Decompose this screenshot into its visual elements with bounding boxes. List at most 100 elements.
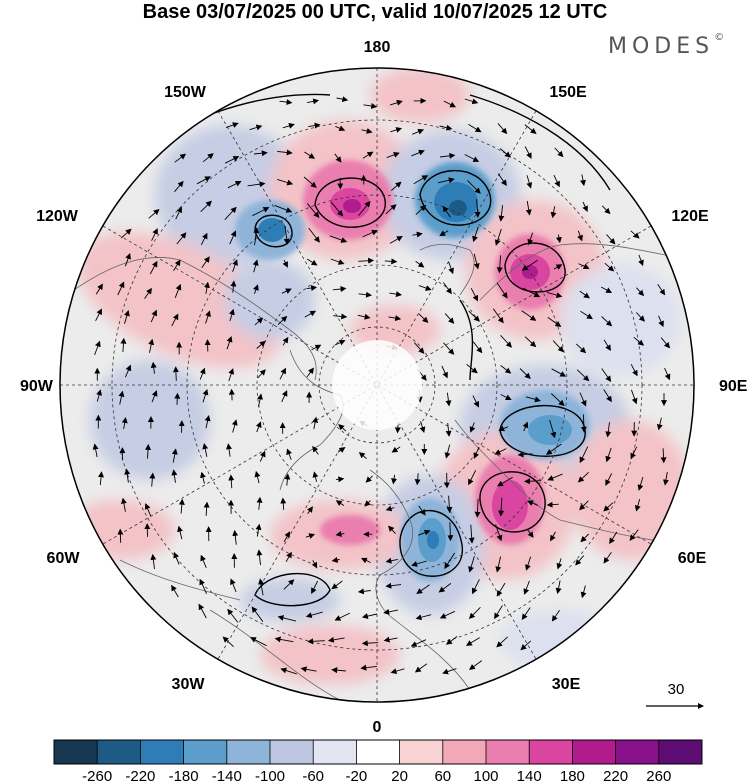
wind-arrow [497, 173, 507, 187]
map-title: Base 03/07/2025 00 UTC, valid 10/07/2025… [142, 1, 608, 23]
wind-arrow [335, 476, 345, 483]
wind-arrow [383, 608, 398, 615]
colorbar-tick-label: 20 [391, 768, 408, 783]
colorbar-tick-label: 100 [473, 768, 498, 783]
wind-arrow [443, 342, 455, 355]
wind-arrow [412, 128, 425, 135]
wind-arrow [577, 471, 589, 483]
colorbar-swatch [529, 740, 573, 764]
wind-arrow [230, 280, 237, 293]
wind-arrow [579, 392, 587, 407]
wind-arrow [201, 256, 210, 268]
wind-arrow [252, 207, 270, 217]
wind-arrow [151, 390, 158, 403]
wind-arrow [391, 181, 402, 191]
wind-arrow [253, 227, 260, 246]
wind-arrow [576, 369, 590, 382]
wind-arrow [630, 230, 640, 239]
wind-arrow [250, 637, 267, 647]
wind-arrow [414, 342, 425, 354]
wind-arrow [521, 259, 538, 271]
wind-arrow [630, 364, 638, 377]
wind-arrow [385, 505, 395, 512]
wind-arrow [391, 474, 398, 485]
wind-arrow [256, 340, 266, 349]
colorbar-swatch [442, 740, 487, 764]
wind-arrow [304, 151, 316, 159]
wind-arrow [334, 339, 346, 346]
wind-arrow [357, 588, 371, 595]
wind-arrow [415, 204, 427, 216]
wind-arrow [445, 392, 452, 407]
wind-arrow [498, 497, 505, 517]
wind-arrow [358, 452, 367, 459]
map-boundary [59, 67, 695, 703]
colorbar-swatch [183, 740, 228, 764]
colorbar-tick-label: -260 [82, 768, 112, 783]
modes-logo: MODES© [608, 32, 724, 59]
wind-arrow [231, 419, 238, 433]
wind-arrow [360, 664, 377, 671]
wind-arrow [580, 533, 590, 543]
wind-arrow [358, 257, 375, 264]
wind-arrow [442, 668, 457, 675]
wind-arrow [609, 531, 618, 545]
wind-arrow [224, 156, 240, 164]
colorbar-tick-label: 140 [517, 768, 542, 783]
wind-arrow [254, 317, 264, 326]
wind-arrow [199, 367, 206, 380]
wind-arrow [468, 470, 477, 486]
wind-arrow [358, 200, 371, 216]
wind-arrow [230, 578, 237, 593]
wind-arrow [636, 312, 645, 322]
wind-arrow [124, 468, 131, 483]
wind-arrow [150, 309, 158, 323]
wind-vectors [92, 96, 671, 675]
wind-arrow [443, 282, 452, 295]
wind-arrow [200, 232, 208, 246]
wind-arrow [327, 636, 345, 643]
wind-arrow [226, 336, 233, 350]
wind-arrow [283, 226, 290, 245]
colorbar-swatch [572, 740, 616, 764]
wind-arrow [204, 415, 211, 429]
wind-arrow [633, 336, 645, 346]
wind-arrow [546, 501, 559, 508]
wind-arrow [472, 226, 479, 243]
wind-arrow [472, 341, 483, 354]
wind-arrow [200, 200, 212, 213]
lon-label-30e: 30E [552, 676, 581, 693]
wind-arrow [364, 500, 371, 507]
wind-arrow [468, 524, 475, 544]
wind-arrow [579, 500, 589, 511]
wind-arrow [603, 389, 612, 403]
colorbar-swatch [486, 740, 530, 764]
wind-arrow [174, 283, 182, 298]
wind-arrow [305, 611, 323, 619]
wind-arrow [118, 390, 125, 405]
wind-arrow [282, 336, 289, 346]
wind-arrow [579, 290, 590, 299]
wind-arrow [495, 556, 502, 573]
wind-arrow [259, 450, 266, 462]
wind-arrow [636, 287, 645, 297]
colorbar-swatch [399, 740, 444, 764]
wind-arrow [473, 253, 480, 270]
wind-arrow [175, 206, 182, 220]
wind-arrow [555, 234, 562, 244]
reference-vector-label: 30 [668, 681, 685, 698]
wind-arrow [391, 446, 401, 453]
wind-arrow [149, 260, 158, 275]
wind-arrow [312, 445, 319, 455]
wind-arrow [553, 174, 560, 188]
wind-arrow [361, 128, 373, 134]
wind-arrow [500, 365, 512, 374]
wind-arrow [582, 201, 588, 213]
wind-arrow [198, 603, 207, 619]
wind-arrow [277, 149, 293, 156]
wind-arrow [546, 291, 563, 299]
wind-arrow [630, 446, 638, 460]
wind-arrow [311, 560, 318, 569]
wind-arrow [145, 443, 152, 459]
wind-arrow [415, 260, 425, 268]
